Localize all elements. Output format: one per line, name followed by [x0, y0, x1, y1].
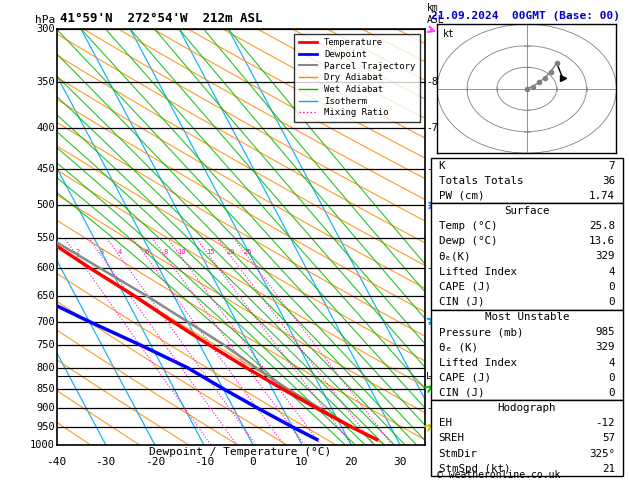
- Text: 10: 10: [177, 249, 186, 255]
- Text: 0: 0: [608, 388, 615, 398]
- Text: Surface: Surface: [504, 206, 550, 216]
- Text: 500: 500: [36, 200, 55, 210]
- Text: 2: 2: [75, 249, 80, 255]
- Text: 20: 20: [344, 457, 358, 467]
- Text: -4: -4: [426, 263, 438, 274]
- Text: 0: 0: [608, 373, 615, 383]
- Text: 1.74: 1.74: [589, 191, 615, 201]
- Text: Lifted Index: Lifted Index: [438, 358, 516, 367]
- Text: K: K: [438, 160, 445, 171]
- Text: 41°59'N  272°54'W  212m ASL: 41°59'N 272°54'W 212m ASL: [60, 12, 262, 25]
- Text: LCL: LCL: [426, 372, 443, 381]
- Text: CAPE (J): CAPE (J): [438, 282, 491, 292]
- Text: 329: 329: [596, 343, 615, 352]
- Text: 30: 30: [393, 457, 407, 467]
- Text: 36: 36: [602, 175, 615, 186]
- Text: -7: -7: [426, 123, 438, 134]
- Legend: Temperature, Dewpoint, Parcel Trajectory, Dry Adiabat, Wet Adiabat, Isotherm, Mi: Temperature, Dewpoint, Parcel Trajectory…: [294, 34, 420, 122]
- Text: 0: 0: [608, 282, 615, 292]
- FancyBboxPatch shape: [431, 204, 623, 310]
- Text: 25.8: 25.8: [589, 221, 615, 231]
- Text: 15: 15: [206, 249, 214, 255]
- Text: 8: 8: [164, 249, 168, 255]
- Text: -8: -8: [426, 77, 438, 87]
- Text: 10: 10: [295, 457, 309, 467]
- Text: 450: 450: [36, 164, 55, 174]
- Text: 700: 700: [36, 316, 55, 327]
- Text: 600: 600: [36, 263, 55, 274]
- Text: Temp (°C): Temp (°C): [438, 221, 497, 231]
- Text: 750: 750: [36, 340, 55, 350]
- Text: 325°: 325°: [589, 449, 615, 459]
- Text: -20: -20: [145, 457, 165, 467]
- Text: 950: 950: [36, 422, 55, 432]
- Text: hPa: hPa: [35, 15, 55, 25]
- Text: θₑ (K): θₑ (K): [438, 343, 477, 352]
- Text: EH: EH: [438, 418, 452, 428]
- Text: Pressure (mb): Pressure (mb): [438, 327, 523, 337]
- Text: Totals Totals: Totals Totals: [438, 175, 523, 186]
- Text: -6: -6: [426, 164, 438, 174]
- Text: -2: -2: [426, 371, 438, 381]
- Text: 6: 6: [144, 249, 148, 255]
- Text: -40: -40: [47, 457, 67, 467]
- Text: 4: 4: [608, 358, 615, 367]
- Text: 985: 985: [596, 327, 615, 337]
- Text: -12: -12: [596, 418, 615, 428]
- Text: CIN (J): CIN (J): [438, 388, 484, 398]
- Text: 0: 0: [250, 457, 256, 467]
- Text: kt: kt: [443, 30, 454, 39]
- Text: -5: -5: [426, 200, 438, 210]
- Text: -30: -30: [96, 457, 116, 467]
- Text: 300: 300: [36, 24, 55, 34]
- Text: 13.6: 13.6: [589, 236, 615, 246]
- X-axis label: Dewpoint / Temperature (°C): Dewpoint / Temperature (°C): [150, 448, 331, 457]
- Text: StmSpd (kt): StmSpd (kt): [438, 464, 510, 474]
- Text: 350: 350: [36, 77, 55, 87]
- Text: -10: -10: [194, 457, 214, 467]
- Text: 3: 3: [100, 249, 104, 255]
- Text: 850: 850: [36, 383, 55, 394]
- FancyBboxPatch shape: [431, 310, 623, 400]
- Text: 329: 329: [596, 251, 615, 261]
- Text: Lifted Index: Lifted Index: [438, 267, 516, 277]
- Text: -1: -1: [426, 403, 438, 413]
- Text: StmDir: StmDir: [438, 449, 477, 459]
- Text: 1000: 1000: [30, 440, 55, 450]
- Text: 650: 650: [36, 291, 55, 301]
- Text: 25: 25: [243, 249, 252, 255]
- Text: 21: 21: [602, 464, 615, 474]
- Text: 0: 0: [608, 297, 615, 307]
- FancyBboxPatch shape: [431, 400, 623, 476]
- Text: 4: 4: [118, 249, 122, 255]
- FancyBboxPatch shape: [431, 158, 623, 204]
- Text: 4: 4: [608, 267, 615, 277]
- Text: Hodograph: Hodograph: [498, 403, 556, 413]
- Text: PW (cm): PW (cm): [438, 191, 484, 201]
- Text: -3: -3: [426, 316, 438, 327]
- Text: CAPE (J): CAPE (J): [438, 373, 491, 383]
- Text: © weatheronline.co.uk: © weatheronline.co.uk: [437, 470, 560, 480]
- Text: Most Unstable: Most Unstable: [484, 312, 569, 322]
- Text: 57: 57: [602, 434, 615, 443]
- Text: km
ASL: km ASL: [426, 3, 444, 25]
- Text: 900: 900: [36, 403, 55, 413]
- Text: 21.09.2024  00GMT (Base: 00): 21.09.2024 00GMT (Base: 00): [431, 11, 620, 21]
- Text: Dewp (°C): Dewp (°C): [438, 236, 497, 246]
- Text: Mixing Ratio (g/kg): Mixing Ratio (g/kg): [450, 181, 460, 293]
- Text: 800: 800: [36, 363, 55, 373]
- Text: θₑ(K): θₑ(K): [438, 251, 471, 261]
- Text: 400: 400: [36, 123, 55, 134]
- Text: 7: 7: [608, 160, 615, 171]
- Text: SREH: SREH: [438, 434, 465, 443]
- Text: 550: 550: [36, 233, 55, 243]
- Text: 20: 20: [227, 249, 235, 255]
- Text: CIN (J): CIN (J): [438, 297, 484, 307]
